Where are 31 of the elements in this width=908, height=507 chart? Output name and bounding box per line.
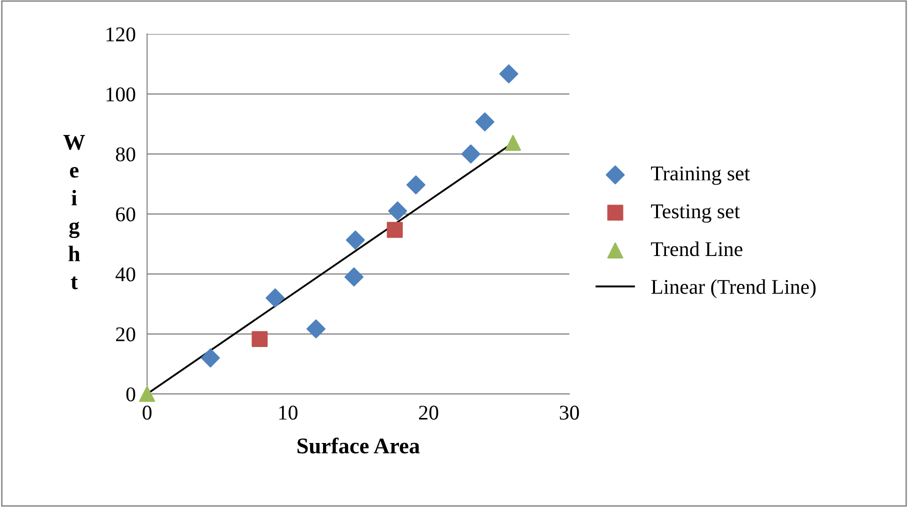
point: [505, 134, 521, 151]
x-tick-label: 20: [419, 406, 438, 420]
y-axis-title: Weight: [63, 135, 85, 290]
y-tick-label: 60: [116, 207, 136, 222]
y-tick-label: 20: [116, 327, 136, 342]
x-tick-label: 0: [142, 406, 152, 420]
y-tick-label: 100: [106, 87, 136, 102]
x-axis-title: Surface Area: [298, 438, 420, 454]
legend-label: Training set: [651, 166, 750, 185]
point: [266, 288, 285, 308]
point: [139, 386, 156, 402]
point: [346, 230, 365, 250]
y-tick-label: 120: [106, 27, 136, 42]
x-tick-label: 10: [279, 406, 298, 420]
x-tick-label: 30: [560, 406, 579, 420]
point: [461, 144, 480, 164]
y-tick-label: 80: [116, 147, 136, 162]
legend-label: Trend Line: [651, 242, 742, 256]
point: [406, 175, 426, 194]
legend-label: Testing set: [651, 204, 740, 223]
point: [475, 112, 494, 132]
point: [388, 201, 408, 220]
legend-label: Linear (Trend Line): [651, 279, 816, 298]
point: [252, 331, 268, 348]
y-tick-label: 40: [116, 267, 136, 282]
point: [344, 267, 364, 286]
point: [200, 348, 220, 368]
point: [386, 222, 403, 238]
y-tick-label: 0: [126, 387, 136, 402]
point: [306, 319, 326, 338]
point: [499, 64, 518, 84]
